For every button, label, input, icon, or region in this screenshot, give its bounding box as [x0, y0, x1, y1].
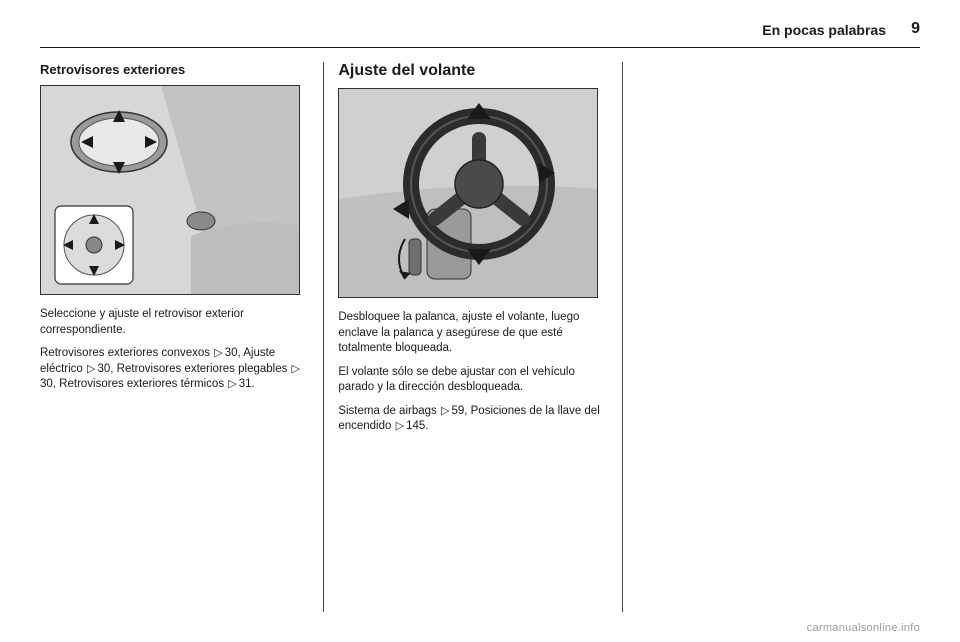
- text-run: .: [252, 378, 255, 390]
- text-run: , Retrovisores exteriores térmicos: [53, 378, 227, 390]
- column-2: Ajuste del volante: [323, 62, 621, 612]
- text-run: Retrovisores exteriores convexos: [40, 347, 213, 359]
- steering-adjust-illustration: [338, 88, 598, 298]
- column-1: Retrovisores exteriores: [40, 62, 323, 612]
- steering-section-head: Ajuste del volante: [338, 62, 611, 80]
- steering-paragraph-3: Sistema de airbags ▷59, Posiciones de la…: [338, 404, 611, 435]
- header-section-title: En pocas palabras: [762, 22, 886, 38]
- text-run: , Retrovisores exteriores plegables: [110, 363, 290, 375]
- xref-icon: ▷: [87, 362, 95, 377]
- xref-page: 145: [406, 420, 425, 432]
- header-page-number: 9: [911, 20, 920, 38]
- xref-icon: ▷: [214, 346, 222, 361]
- xref-page: 59: [451, 405, 464, 417]
- xref-icon: ▷: [292, 362, 300, 377]
- xref-page: 30: [98, 363, 111, 375]
- mirrors-paragraph-1: Seleccione y ajuste el retrovisor exteri…: [40, 307, 313, 338]
- text-run: .: [425, 420, 428, 432]
- xref-page: 30: [225, 347, 238, 359]
- content-columns: Retrovisores exteriores: [40, 62, 920, 612]
- watermark-text: carmanualsonline.info: [807, 622, 920, 634]
- xref-icon: ▷: [441, 404, 449, 419]
- column-3: [622, 62, 920, 612]
- text-run: Sistema de airbags: [338, 405, 440, 417]
- steering-paragraph-2: El volante sólo se debe ajustar con el v…: [338, 365, 611, 396]
- mirrors-subhead: Retrovisores exteriores: [40, 62, 313, 77]
- mirrors-paragraph-2: Retrovisores exteriores convexos ▷30, Aj…: [40, 346, 313, 393]
- page-header: En pocas palabras 9: [40, 20, 920, 48]
- xref-icon: ▷: [396, 419, 404, 434]
- steering-paragraph-1: Desbloquee la palanca, ajuste el volante…: [338, 310, 611, 357]
- xref-page: 31: [239, 378, 252, 390]
- xref-icon: ▷: [228, 377, 236, 392]
- manual-page: En pocas palabras 9 Retrovisores exterio…: [0, 0, 960, 642]
- mirror-adjust-illustration: [40, 85, 300, 295]
- xref-page: 30: [40, 378, 53, 390]
